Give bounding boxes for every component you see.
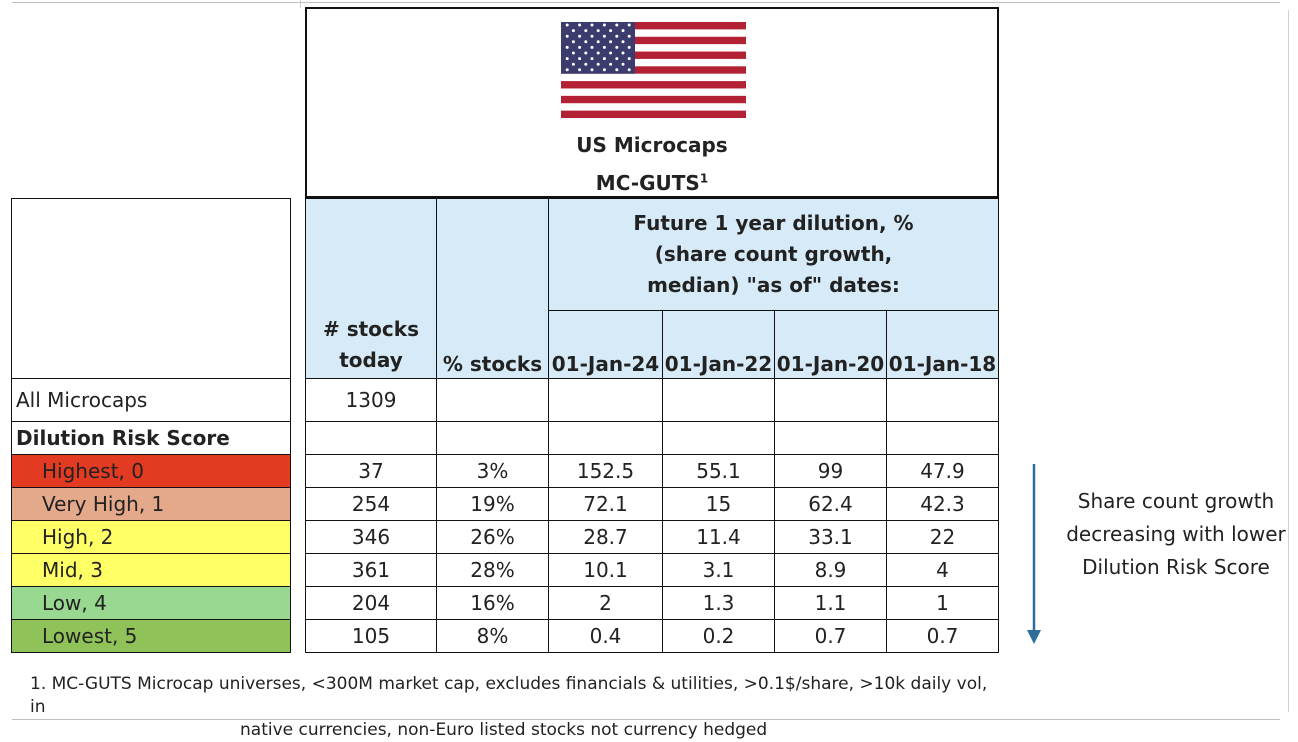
score-row-d22: 3.1 xyxy=(662,553,775,587)
frame-right-border xyxy=(1288,10,1289,712)
score-row-stocks: 361 xyxy=(305,553,437,587)
section-empty-pct xyxy=(436,421,549,455)
score-row-label: Mid, 3 xyxy=(11,553,291,587)
score-row-d18: 1 xyxy=(886,586,999,620)
header-date-2018: 01-Jan-18 xyxy=(886,310,999,379)
score-row-pct: 26% xyxy=(436,520,549,554)
all-microcaps-label: All Microcaps xyxy=(11,378,291,422)
score-row-d24: 152.5 xyxy=(548,454,663,488)
score-row-pct: 28% xyxy=(436,553,549,587)
frame-bottom-border xyxy=(12,719,1280,720)
section-empty-d22 xyxy=(662,421,775,455)
score-row-label: Highest, 0 xyxy=(11,454,291,488)
score-row-stocks: 37 xyxy=(305,454,437,488)
side-note: Share count growth decreasing with lower… xyxy=(1066,489,1286,579)
section-empty-d18 xyxy=(886,421,999,455)
score-row-d22: 15 xyxy=(662,487,775,521)
all-microcaps-d24 xyxy=(548,378,663,422)
all-microcaps-d20 xyxy=(774,378,887,422)
header-stocks-today: # stocks today xyxy=(305,198,437,379)
score-row-d20: 33.1 xyxy=(774,520,887,554)
score-row-d20: 1.1 xyxy=(774,586,887,620)
score-row-label: High, 2 xyxy=(11,520,291,554)
all-microcaps-stocks: 1309 xyxy=(305,378,437,422)
section-empty-d24 xyxy=(548,421,663,455)
header-dilution-group: Future 1 year dilution, % (share count g… xyxy=(548,198,999,311)
score-row-d22: 11.4 xyxy=(662,520,775,554)
model-name: MC-GUTS1 xyxy=(595,171,709,195)
score-row-d22: 0.2 xyxy=(662,619,775,653)
score-row-d18: 0.7 xyxy=(886,619,999,653)
header-date-2024: 01-Jan-24 xyxy=(548,310,663,379)
score-row-label: Low, 4 xyxy=(11,586,291,620)
score-row-d24: 28.7 xyxy=(548,520,663,554)
score-row-d20: 8.9 xyxy=(774,553,887,587)
score-row-d18: 4 xyxy=(886,553,999,587)
header-date-2022: 01-Jan-22 xyxy=(662,310,775,379)
score-row-pct: 16% xyxy=(436,586,549,620)
score-row-d24: 2 xyxy=(548,586,663,620)
score-row-pct: 19% xyxy=(436,487,549,521)
score-row-d24: 72.1 xyxy=(548,487,663,521)
score-row-d20: 62.4 xyxy=(774,487,887,521)
all-microcaps-d18 xyxy=(886,378,999,422)
score-row-d24: 0.4 xyxy=(548,619,663,653)
header-date-2020: 01-Jan-20 xyxy=(774,310,887,379)
score-row-d22: 55.1 xyxy=(662,454,775,488)
region-title: US Microcaps xyxy=(576,133,728,157)
score-row-d18: 42.3 xyxy=(886,487,999,521)
all-microcaps-pct xyxy=(436,378,549,422)
score-row-stocks: 105 xyxy=(305,619,437,653)
sheet-gridline xyxy=(300,0,301,8)
footnote-line-1: 1. MC-GUTS Microcap universes, <300M mar… xyxy=(30,674,988,717)
score-row-d18: 47.9 xyxy=(886,454,999,488)
frame-top-border xyxy=(12,2,1280,3)
section-empty-d20 xyxy=(774,421,887,455)
header-box: US Microcaps MC-GUTS1 xyxy=(305,7,999,198)
score-row-pct: 3% xyxy=(436,454,549,488)
footnote: 1. MC-GUTS Microcap universes, <300M mar… xyxy=(30,673,1000,742)
all-microcaps-d22 xyxy=(662,378,775,422)
score-row-label: Very High, 1 xyxy=(11,487,291,521)
score-row-d20: 99 xyxy=(774,454,887,488)
score-row-pct: 8% xyxy=(436,619,549,653)
score-row-stocks: 346 xyxy=(305,520,437,554)
corner-cell xyxy=(11,198,291,379)
score-row-d24: 10.1 xyxy=(548,553,663,587)
score-row-label: Lowest, 5 xyxy=(11,619,291,653)
down-arrow-icon xyxy=(1027,464,1041,644)
score-row-stocks: 254 xyxy=(305,487,437,521)
score-row-d22: 1.3 xyxy=(662,586,775,620)
header-pct-stocks: % stocks xyxy=(436,198,549,379)
footnote-marker: 1 xyxy=(699,171,709,186)
section-empty-stocks xyxy=(305,421,437,455)
score-row-stocks: 204 xyxy=(305,586,437,620)
footnote-line-2: native currencies, non-Euro listed stock… xyxy=(240,720,768,740)
dilution-risk-score-label: Dilution Risk Score xyxy=(11,421,291,455)
score-row-d20: 0.7 xyxy=(774,619,887,653)
us-flag-icon xyxy=(561,22,746,118)
score-row-d18: 22 xyxy=(886,520,999,554)
